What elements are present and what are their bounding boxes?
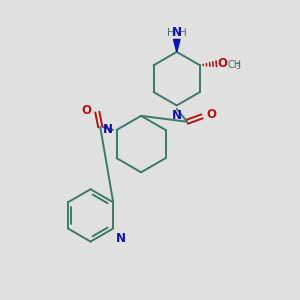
Polygon shape [173, 39, 180, 52]
Text: O: O [206, 108, 216, 122]
Text: N: N [172, 109, 182, 122]
Text: H: H [167, 28, 174, 38]
Text: N: N [116, 232, 126, 245]
Text: 3: 3 [236, 62, 241, 71]
Text: N: N [103, 123, 113, 136]
Text: N: N [172, 26, 182, 39]
Text: H: H [179, 28, 187, 38]
Text: O: O [81, 104, 92, 117]
Text: O: O [218, 57, 227, 70]
Text: CH: CH [228, 60, 242, 70]
